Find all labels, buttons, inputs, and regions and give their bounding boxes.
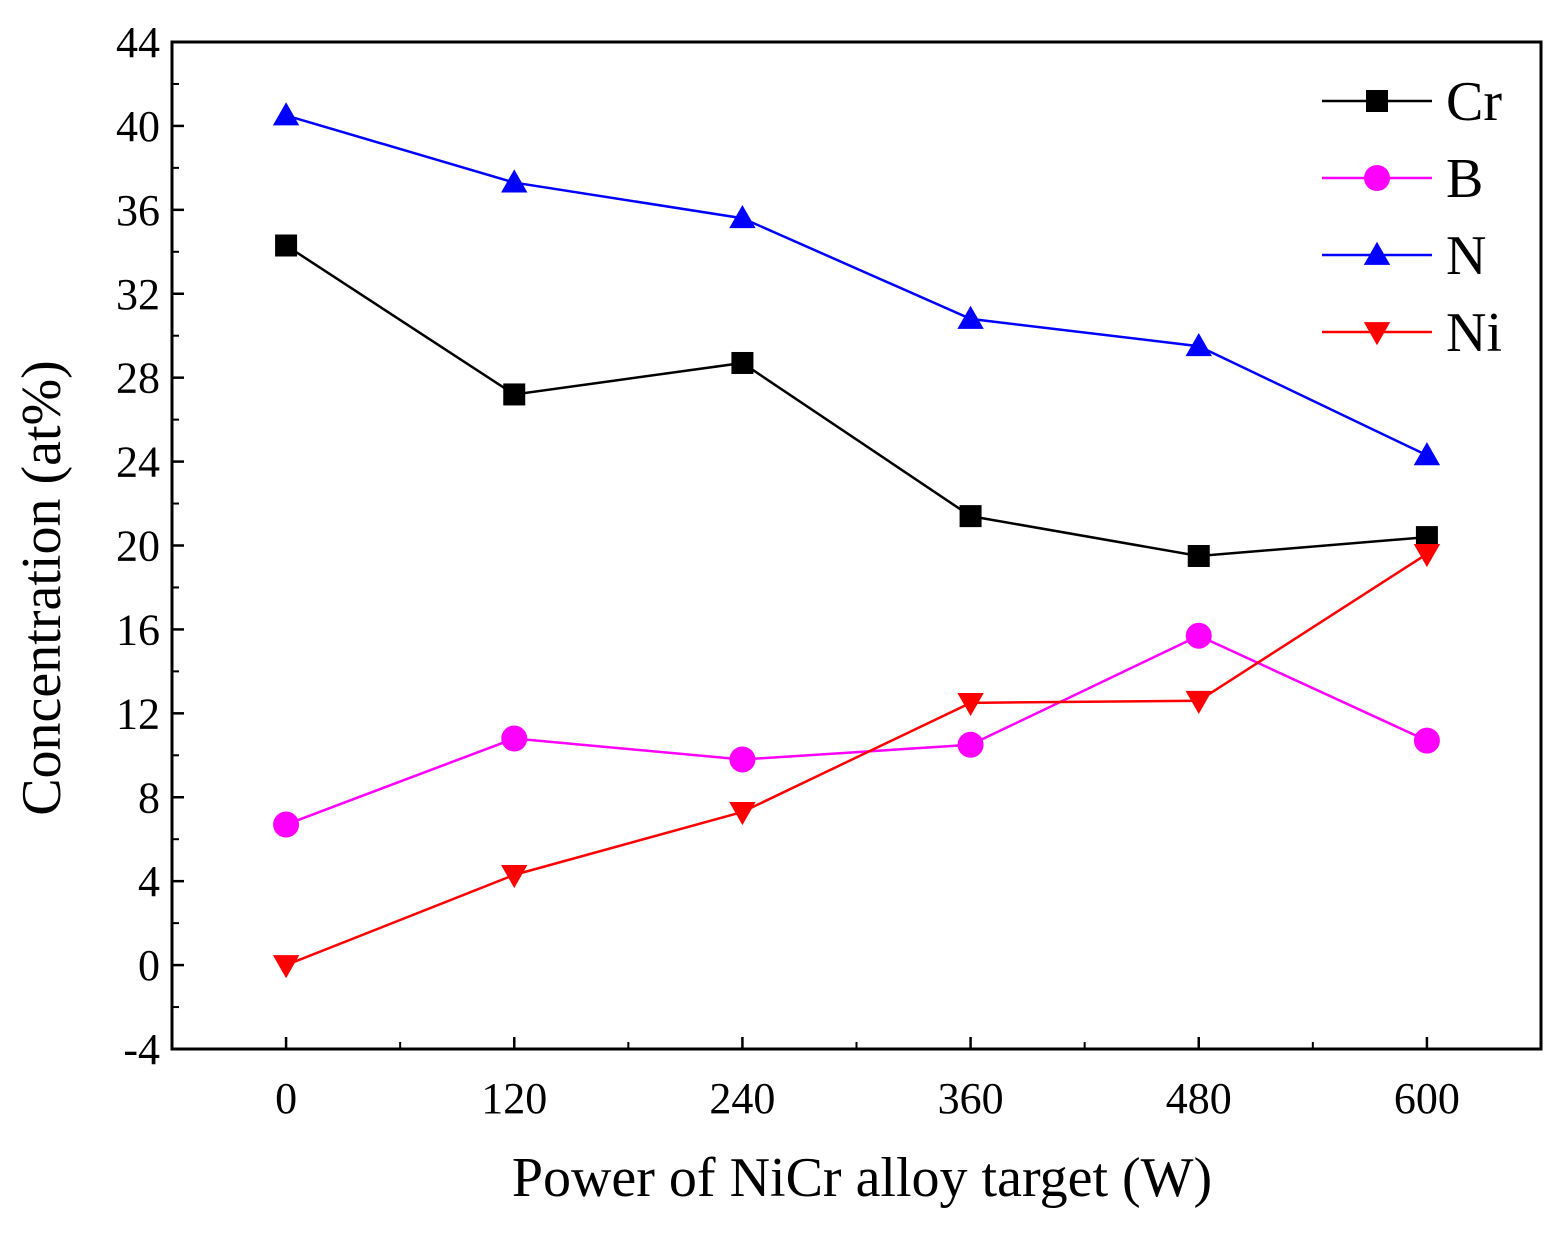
legend: Cr BN Ni bbox=[1322, 71, 1502, 364]
data-point-b bbox=[1185, 622, 1212, 649]
data-point-cr bbox=[1415, 526, 1438, 549]
legend-label-b: B bbox=[1446, 148, 1483, 210]
data-point-ni bbox=[957, 692, 984, 717]
legend-label-cr: Cr bbox=[1446, 71, 1502, 133]
data-point-ni bbox=[1413, 543, 1441, 568]
data-point-b bbox=[729, 746, 756, 773]
x-tick-label: 0 bbox=[275, 1074, 297, 1123]
series-group bbox=[272, 102, 1441, 979]
data-point-cr bbox=[731, 351, 754, 374]
y-tick-label: 36 bbox=[116, 186, 160, 235]
x-tick-label: 600 bbox=[1394, 1074, 1460, 1123]
series-line-b bbox=[285, 634, 1428, 826]
y-tick-label: 12 bbox=[116, 689, 160, 738]
legend-marker-n bbox=[1363, 241, 1391, 265]
series-line-ni bbox=[285, 552, 1428, 967]
data-point-b bbox=[501, 725, 528, 752]
y-tick-label: -4 bbox=[123, 1025, 160, 1074]
data-point-cr bbox=[959, 505, 982, 528]
series-ni bbox=[272, 543, 1441, 979]
data-point-n bbox=[501, 169, 528, 193]
legend-item-n: N bbox=[1322, 225, 1486, 287]
series-n bbox=[272, 102, 1441, 466]
data-point-ni bbox=[1185, 690, 1212, 714]
data-point-cr bbox=[275, 234, 298, 257]
y-tick-label: 0 bbox=[138, 941, 160, 990]
data-point-n bbox=[729, 205, 756, 229]
legend-marker-ni bbox=[1363, 322, 1391, 346]
y-axis-ticks: -4 0 4 8 12 16 20 24 28 32 36 40 44 bbox=[116, 18, 184, 1074]
data-point-cr bbox=[503, 383, 526, 406]
data-point-n bbox=[1413, 442, 1441, 466]
legend-item-b: B bbox=[1322, 148, 1483, 210]
x-axis-title: Power of NiCr alloy target (W) bbox=[512, 1147, 1212, 1209]
series-cr bbox=[275, 234, 1438, 567]
y-tick-label: 44 bbox=[116, 18, 160, 67]
y-tick-label: 28 bbox=[116, 354, 160, 403]
data-point-b bbox=[957, 731, 984, 758]
legend-item-cr: Cr bbox=[1322, 71, 1502, 133]
y-tick-label: 8 bbox=[138, 773, 160, 822]
x-axis-ticks: 0 120 240 360 480 600 bbox=[275, 1037, 1460, 1123]
legend-marker-cr bbox=[1366, 90, 1388, 112]
y-tick-label: 32 bbox=[116, 270, 160, 319]
legend-marker-b bbox=[1364, 165, 1390, 191]
x-tick-label: 240 bbox=[709, 1074, 775, 1123]
data-point-cr bbox=[1187, 544, 1210, 567]
y-axis-title: Concentration (at%) bbox=[11, 360, 73, 816]
y-tick-label: 40 bbox=[116, 102, 160, 151]
y-tick-label: 20 bbox=[116, 522, 160, 571]
series-b bbox=[273, 622, 1440, 838]
data-point-n bbox=[1185, 332, 1212, 357]
data-point-b bbox=[273, 811, 300, 838]
x-tick-label: 120 bbox=[481, 1074, 547, 1123]
x-tick-label: 360 bbox=[938, 1074, 1004, 1123]
y-tick-label: 24 bbox=[116, 438, 160, 487]
series-line-cr bbox=[285, 244, 1428, 558]
y-tick-label: 4 bbox=[138, 857, 160, 906]
y-tick-label: 16 bbox=[116, 605, 160, 654]
x-tick-label: 480 bbox=[1166, 1074, 1232, 1123]
legend-item-ni: Ni bbox=[1322, 302, 1502, 364]
data-point-n bbox=[272, 102, 300, 126]
data-point-ni bbox=[272, 955, 300, 979]
data-point-b bbox=[1413, 727, 1440, 754]
series-line-n bbox=[285, 114, 1428, 457]
legend-label-ni: Ni bbox=[1446, 302, 1502, 364]
data-point-n bbox=[957, 305, 984, 329]
data-point-ni bbox=[501, 864, 528, 889]
data-point-ni bbox=[729, 802, 756, 826]
legend-label-n: N bbox=[1446, 225, 1486, 287]
